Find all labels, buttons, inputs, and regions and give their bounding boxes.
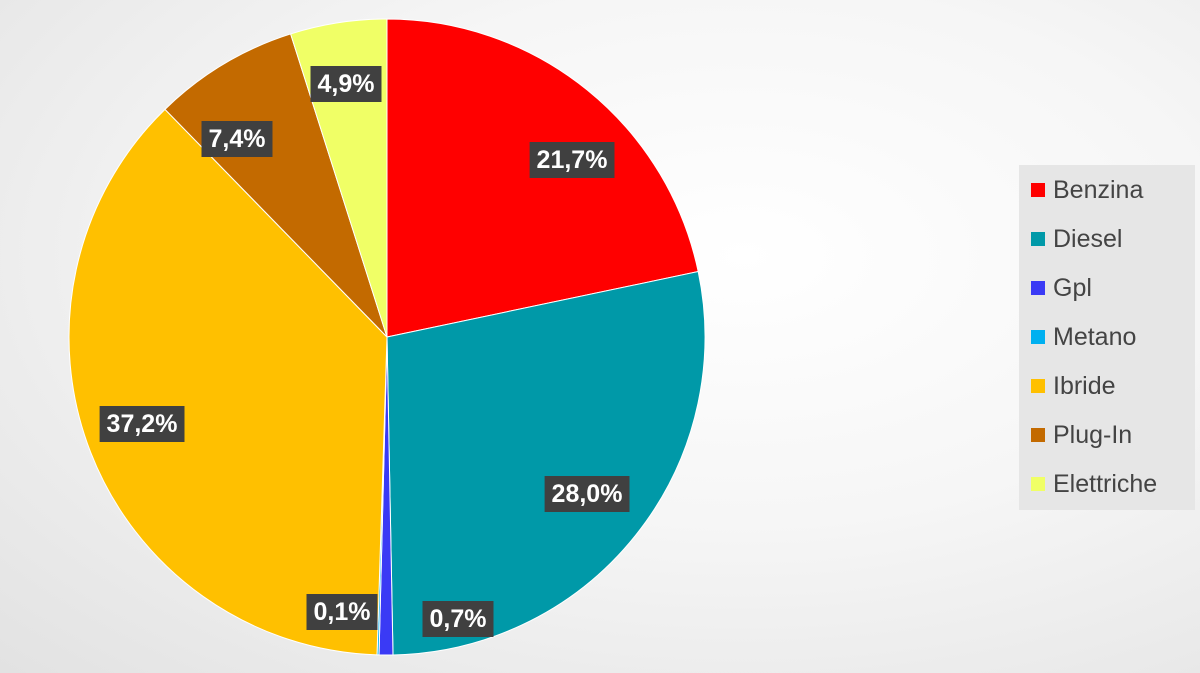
data-label-box: [422, 601, 494, 637]
legend-item-gpl: Gpl: [1031, 273, 1092, 303]
legend-swatch: [1031, 477, 1045, 491]
legend-label: Diesel: [1053, 224, 1123, 253]
legend-item-elettriche: Elettriche: [1031, 469, 1157, 499]
data-label-elettriche: 4,9%: [310, 66, 382, 102]
legend-item-metano: Metano: [1031, 322, 1136, 352]
data-label-box: [99, 406, 185, 442]
data-label-ibride: 37,2%: [99, 406, 185, 442]
legend-swatch: [1031, 428, 1045, 442]
legend-item-plug-in: Plug-In: [1031, 420, 1132, 450]
legend-swatch: [1031, 232, 1045, 246]
legend-label: Metano: [1053, 322, 1137, 351]
legend-swatch: [1031, 281, 1045, 295]
pie-slice-ibride: [68, 108, 388, 656]
pie-slice-plug-in: [164, 33, 388, 338]
legend: Benzina Diesel Gpl Metano Ibride Plug-In Elett…: [1019, 165, 1195, 510]
svg-text:28,0%: 28,0%: [552, 480, 623, 508]
legend-item-benzina: Benzina: [1031, 175, 1143, 205]
data-label-box: [544, 476, 630, 512]
svg-text:0,1%: 0,1%: [314, 598, 371, 626]
legend-label: Benzina: [1053, 175, 1144, 204]
legend-item-ibride: Ibride: [1031, 371, 1116, 401]
data-label-box: [310, 66, 382, 102]
data-label-plug-in: 7,4%: [201, 121, 273, 157]
legend-label: Gpl: [1053, 273, 1092, 302]
legend-item-diesel: Diesel: [1031, 224, 1122, 254]
svg-text:21,7%: 21,7%: [537, 146, 608, 174]
svg-text:7,4%: 7,4%: [209, 125, 266, 153]
legend-label: Plug-In: [1053, 420, 1133, 449]
data-label-box: [201, 121, 273, 157]
data-label-gpl: 0,7%: [422, 601, 494, 637]
legend-swatch: [1031, 183, 1045, 197]
legend-label: Elettriche: [1053, 469, 1158, 498]
svg-text:0,7%: 0,7%: [430, 605, 487, 633]
legend-swatch: [1031, 379, 1045, 393]
data-label-metano: 0,1%: [306, 594, 378, 630]
svg-text:37,2%: 37,2%: [107, 410, 178, 438]
legend-swatch: [1031, 330, 1045, 344]
data-label-box: [306, 594, 378, 630]
data-label-diesel: 28,0%: [544, 476, 630, 512]
data-label-box: [529, 142, 615, 178]
svg-text:4,9%: 4,9%: [318, 70, 375, 98]
pie-slice-diesel: [386, 270, 706, 656]
legend-label: Ibride: [1053, 371, 1116, 400]
data-label-benzina: 21,7%: [529, 142, 615, 178]
